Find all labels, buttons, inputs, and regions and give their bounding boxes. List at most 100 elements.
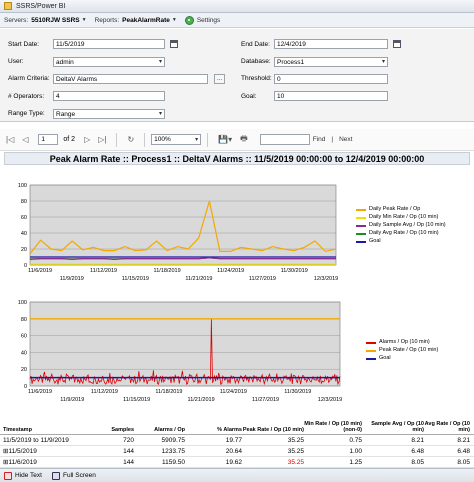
settings-gear-icon[interactable] <box>184 15 194 25</box>
y-tick-label: 60 <box>21 215 27 221</box>
expand-row-cell[interactable]: ⊞11/5/2019 <box>3 448 37 455</box>
x-tick-label: 11/18/2019 <box>154 268 181 274</box>
window-title: SSRS/Power BI <box>16 2 66 10</box>
full-screen-icon[interactable] <box>51 471 60 480</box>
find-next-button[interactable]: Next <box>339 136 353 143</box>
parameters-panel: Start Date: 11/5/2019 End Date: 12/4/201… <box>0 29 474 122</box>
calendar-icon[interactable] <box>170 40 178 48</box>
y-tick-label: 20 <box>21 247 27 253</box>
table-cell: 1159.50 <box>161 458 185 466</box>
x-tick-label: 11/24/2019 <box>220 389 247 395</box>
report-toolbar: |◁ ◁ 1 of 2 ▷ ▷| ↻ 100% 💾▾ 🖶 Find | Next <box>0 129 474 151</box>
table-cell: 5909.75 <box>161 436 186 444</box>
x-tick-label: 11/15/2019 <box>123 397 150 403</box>
threshold-input[interactable]: 0 <box>274 74 388 84</box>
table-cell: 0.75 <box>349 436 362 444</box>
chart2-legend: Alarms / Op (10 min) Peak Rate / Op (10 m… <box>366 339 466 363</box>
first-page-icon[interactable]: |◁ <box>6 135 15 144</box>
legend-swatch <box>356 241 366 243</box>
x-tick-label: 11/27/2019 <box>252 397 279 403</box>
legend-label: Alarms / Op (10 min) <box>379 339 430 345</box>
chevron-down-icon[interactable]: ▼ <box>171 17 177 23</box>
alarm-criteria-browse-button[interactable]: ... <box>214 74 225 84</box>
goal-input[interactable]: 10 <box>274 91 388 101</box>
table-cell: 35.25 <box>287 458 304 466</box>
plot-area <box>29 301 341 387</box>
start-date-input[interactable]: 11/5/2019 <box>53 39 165 49</box>
save-export-icon[interactable]: 💾▾ <box>218 135 233 144</box>
settings-button[interactable]: Settings <box>196 16 221 24</box>
hide-text-icon[interactable] <box>4 471 12 480</box>
server-bar: Servers: 5510RJW SSRS ▼ Reports: PeakAla… <box>0 13 474 28</box>
refresh-icon[interactable]: ↻ <box>127 135 135 144</box>
servers-label: Servers: <box>4 16 29 24</box>
legend-label: Goal <box>379 355 391 361</box>
table-cell: 20.64 <box>225 447 242 455</box>
print-icon[interactable]: 🖶 <box>240 133 248 143</box>
range-type-label: Range Type: <box>8 110 45 117</box>
table-cell: 6.48 <box>411 447 424 455</box>
threshold-label: Threshold: <box>241 75 272 82</box>
x-tick-label: 11/6/2019 <box>28 268 52 274</box>
legend-entry: Daily Min Rate / Op (10 min) <box>356 214 466 220</box>
column-header: Min Rate / Op (10 min) (non-0) <box>304 421 362 433</box>
table-cell: 144 <box>123 458 134 466</box>
plot-area <box>29 184 337 266</box>
column-header: Avg Rate / Op (10 min) <box>424 421 470 433</box>
y-tick-label: 0 <box>24 263 27 269</box>
report-title: Peak Alarm Rate :: Process1 :: DeltaV Al… <box>4 152 470 165</box>
alarm-criteria-input[interactable]: DeltaV Alarms <box>53 74 208 84</box>
server-dropdown[interactable]: 5510RJW SSRS <box>31 16 80 24</box>
report-dropdown[interactable]: PeakAlarmRate <box>122 16 170 24</box>
toolbar-divider <box>116 132 118 147</box>
legend-entry: Daily Avg Rate / Op (10 min) <box>356 230 466 236</box>
legend-label: Peak Rate / Op (10 min) <box>379 347 439 353</box>
summary-table: Timestamp Samples Alarms / Op % Alarms P… <box>0 418 474 468</box>
operators-input[interactable]: 4 <box>53 91 165 101</box>
legend-swatch <box>356 209 366 211</box>
next-page-icon[interactable]: ▷ <box>84 135 91 144</box>
hide-text-button[interactable]: Hide Text <box>15 472 42 479</box>
x-tick-label: 11/27/2019 <box>249 276 276 282</box>
full-screen-button[interactable]: Full Screen <box>62 472 96 479</box>
calendar-icon[interactable] <box>393 40 401 48</box>
status-bar: Hide Text Full Screen <box>0 468 474 482</box>
x-tick-label: 11/12/2019 <box>91 389 118 395</box>
legend-label: Goal <box>369 238 381 244</box>
find-button[interactable]: Find <box>312 136 326 143</box>
table-row: 11/5/2019 to 11/9/2019 720 5909.75 19.77… <box>0 435 474 446</box>
find-input[interactable] <box>259 134 310 145</box>
x-tick-label: 11/24/2019 <box>217 268 244 274</box>
start-date-label: Start Date: <box>8 41 40 48</box>
chevron-down-icon[interactable]: ▼ <box>81 17 87 23</box>
table-cell: 1233.75 <box>161 447 186 455</box>
table-cell: 720 <box>123 436 134 444</box>
operators-label: # Operators: <box>8 93 45 100</box>
expand-row-cell[interactable]: ⊞11/6/2019 <box>3 459 37 466</box>
page-number-input[interactable]: 1 <box>38 134 59 145</box>
user-label: User: <box>8 58 24 65</box>
table-row[interactable]: ⊞11/5/2019 144 1233.75 20.64 35.25 1.00 … <box>0 446 474 457</box>
end-date-input[interactable]: 12/4/2019 <box>274 39 388 49</box>
previous-page-icon[interactable]: ◁ <box>22 135 29 144</box>
last-page-icon[interactable]: ▷| <box>98 135 107 144</box>
database-select[interactable]: Process1 <box>274 57 388 67</box>
page-count-label: of 2 <box>63 136 76 143</box>
table-cell: 8.05 <box>457 458 470 466</box>
y-tick-label: 40 <box>21 231 27 237</box>
legend-label: Daily Peak Rate / Op <box>369 206 421 212</box>
range-type-select[interactable]: Range <box>53 109 165 119</box>
table-cell: 8.21 <box>457 436 470 444</box>
toolbar-divider <box>207 132 209 147</box>
y-tick-label: 100 <box>18 300 27 306</box>
legend-label: Daily Avg Rate / Op (10 min) <box>369 230 439 236</box>
y-tick-label: 40 <box>21 350 27 356</box>
zoom-select[interactable]: 100% <box>151 134 202 145</box>
table-cell: 19.77 <box>225 436 242 444</box>
user-select[interactable]: admin <box>53 57 165 67</box>
x-tick-label: 12/3/2019 <box>314 276 338 282</box>
table-row[interactable]: ⊞11/6/2019 144 1159.50 19.62 35.25 1.25 … <box>0 457 474 468</box>
legend-entry: Daily Peak Rate / Op <box>356 206 466 212</box>
app-icon <box>4 2 12 10</box>
series-line <box>29 257 336 261</box>
